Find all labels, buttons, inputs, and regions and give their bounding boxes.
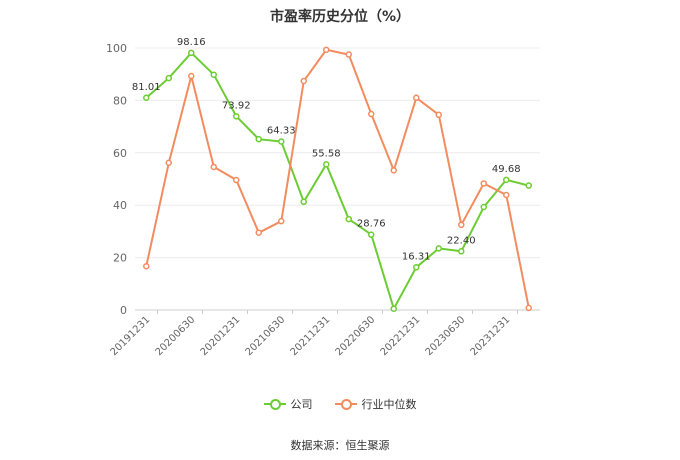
data-point	[345, 51, 352, 58]
data-point	[255, 229, 262, 236]
data-point	[210, 71, 217, 78]
y-tick-label: 20	[113, 252, 127, 265]
data-point	[278, 138, 285, 145]
legend-item-company[interactable]: 公司	[263, 396, 313, 412]
data-point	[323, 161, 330, 168]
data-point	[503, 176, 510, 184]
data-point	[278, 217, 285, 225]
x-tick-label: 20221231	[379, 314, 423, 358]
data-point	[390, 167, 397, 174]
x-tick-label: 20201231	[199, 314, 243, 358]
y-tick-label: 80	[113, 94, 127, 107]
data-point	[165, 159, 172, 167]
data-point	[233, 176, 240, 184]
data-point	[368, 231, 375, 238]
data-point	[300, 77, 307, 85]
x-tick-label: 20200630	[154, 314, 198, 358]
data-label: 28.76	[357, 219, 386, 230]
legend-label-industry: 行业中位数	[361, 398, 417, 411]
data-label: 73.92	[222, 100, 251, 111]
data-label: 16.31	[402, 251, 431, 262]
data-point	[368, 110, 375, 118]
data-label: 64.33	[267, 125, 296, 136]
data-point	[255, 135, 262, 143]
data-point	[525, 182, 532, 189]
data-point	[188, 72, 195, 80]
y-tick-label: 0	[120, 304, 127, 317]
data-point	[210, 163, 217, 171]
legend-label-company: 公司	[290, 398, 313, 411]
legend-item-industry[interactable]: 行业中位数	[334, 396, 417, 412]
data-point	[480, 180, 487, 187]
data-point	[435, 111, 442, 119]
x-tick-label: 20191231	[109, 314, 153, 358]
data-point	[390, 305, 397, 312]
x-tick-label: 20220630	[334, 314, 378, 358]
data-source: 数据来源：恒生聚源	[290, 439, 390, 452]
data-label: 22.40	[447, 235, 476, 246]
x-tick-label: 20230630	[424, 314, 468, 358]
y-tick-label: 40	[113, 199, 127, 212]
data-point	[233, 113, 240, 120]
data-point	[458, 221, 465, 229]
data-point	[165, 74, 172, 82]
data-point	[143, 94, 150, 102]
data-point	[323, 46, 330, 54]
data-point	[143, 262, 150, 270]
legend-swatch-icon	[334, 398, 357, 410]
y-tick-label: 60	[113, 147, 127, 160]
data-label: 55.58	[312, 148, 341, 159]
chart-title: 市盈率历史分位（%）	[269, 9, 411, 25]
data-point	[413, 264, 420, 271]
data-point	[503, 191, 510, 199]
data-point	[300, 198, 307, 206]
series-line-company	[145, 51, 530, 312]
data-point	[188, 49, 195, 57]
x-tick-label: 20211231	[289, 314, 333, 358]
legend: 公司 行业中位数	[0, 396, 680, 412]
x-tick-label: 20210630	[244, 314, 288, 358]
x-tick-label: 20231231	[469, 314, 513, 358]
data-label: 49.68	[492, 164, 521, 175]
data-point	[345, 215, 352, 223]
data-point	[458, 248, 465, 255]
data-point	[480, 203, 487, 211]
y-tick-label: 100	[106, 42, 127, 55]
series-line-industry	[145, 48, 530, 309]
data-label: 98.16	[177, 37, 206, 48]
data-point	[435, 245, 442, 252]
legend-swatch-icon	[263, 398, 286, 410]
data-point	[525, 304, 532, 312]
data-label: 81.01	[132, 82, 161, 93]
data-point	[413, 94, 420, 102]
